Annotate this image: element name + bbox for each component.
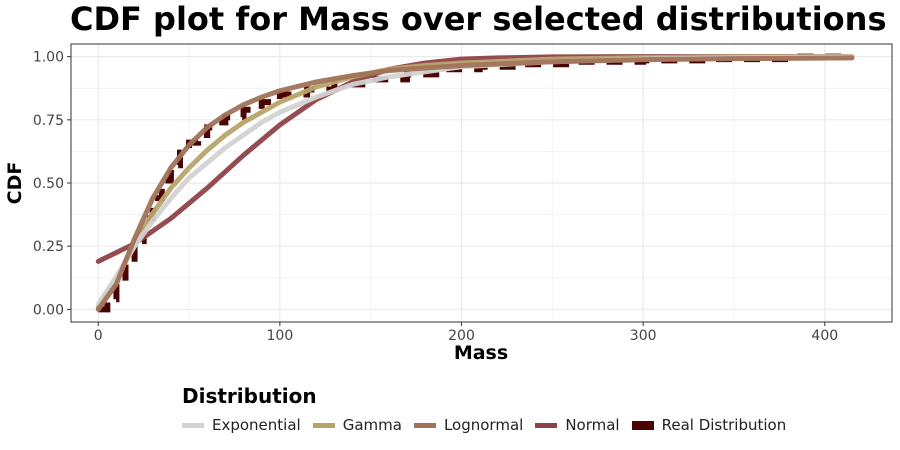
legend-item-real-distribution: Real Distribution (631, 416, 787, 434)
x-tick-label: 300 (630, 328, 657, 344)
series-lines (95, 53, 855, 313)
grid (71, 44, 892, 322)
legend-key-normal (535, 422, 558, 428)
x-tick-label: 200 (448, 328, 475, 344)
x-tick-label: 0 (94, 328, 103, 344)
legend-title: Distribution (182, 384, 317, 408)
legend-key-lognormal (413, 422, 436, 428)
y-tick-label: 0.25 (33, 239, 64, 255)
legend: Distribution Exponential Gamma Lognormal No… (182, 384, 798, 434)
legend-key-exponential (182, 422, 204, 428)
legend-items: Exponential Gamma Lognormal Normal Real Dist… (182, 416, 798, 434)
legend-item-gamma: Gamma (312, 416, 402, 434)
legend-label-exponential: Exponential (212, 416, 301, 434)
y-tick-label: 0.00 (33, 302, 64, 318)
y-tick-label: 0.75 (33, 113, 64, 129)
legend-item-lognormal: Lognormal (413, 416, 524, 434)
legend-label-lognormal: Lognormal (443, 416, 524, 434)
y-tick-label: 1.00 (33, 50, 64, 66)
x-axis-title: Mass (454, 342, 508, 364)
axis-ticks: 0 100 200 300 400 0.00 0.25 0.50 0.75 1.00 (33, 50, 838, 344)
legend-label-real-distribution: Real Distribution (661, 416, 787, 434)
legend-item-exponential: Exponential (182, 416, 301, 434)
series-line-gamma (95, 54, 855, 310)
series-line-lognormal (95, 55, 855, 312)
x-tick-label: 400 (811, 328, 838, 344)
x-tick-label: 100 (267, 328, 294, 344)
legend-label-normal: Normal (565, 416, 620, 434)
legend-key-real-distribution (631, 420, 654, 430)
legend-key-gamma (312, 422, 335, 428)
y-tick-label: 0.50 (33, 176, 64, 192)
legend-item-normal: Normal (535, 416, 620, 434)
legend-label-gamma: Gamma (342, 416, 402, 434)
y-axis-title: CDF (4, 162, 26, 205)
chart-title: CDF plot for Mass over selected distribu… (70, 0, 887, 38)
